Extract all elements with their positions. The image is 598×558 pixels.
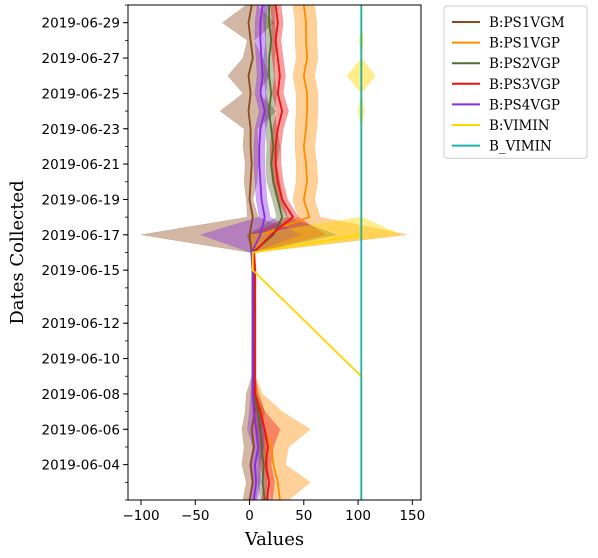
legend-entry: B:PS4VGP xyxy=(452,97,560,113)
line-b-ps3vgp xyxy=(252,4,295,501)
legend-entry: B:PS3VGP xyxy=(452,77,560,93)
y-tick-label: 2019-06-10 xyxy=(42,352,120,368)
legend-entry: B:VIMIN xyxy=(452,118,550,134)
line-b-ps2vgp xyxy=(251,5,284,501)
x-axis-ticks: −100 −50 0 50 100 150 xyxy=(122,500,425,524)
y-axis-title: Dates Collected xyxy=(7,180,28,324)
legend-label: B:PS3VGP xyxy=(489,77,560,93)
x-axis-title: Values xyxy=(244,529,304,550)
y-tick-label: 2019-06-15 xyxy=(42,263,120,279)
legend: B:PS1VGM B:PS1VGP B:PS2VGP B:PS3VGP B:PS4VGP… xyxy=(443,5,588,159)
y-tick-label: 2019-06-04 xyxy=(42,458,120,474)
x-tick-label: 100 xyxy=(345,508,371,524)
y-axis-ticks: 2019-06-04 2019-06-06 2019-06-08 2019-06-10… xyxy=(42,4,128,501)
legend-box xyxy=(443,5,588,159)
legend-label: B:VIMIN xyxy=(489,118,550,134)
x-tick-label: 150 xyxy=(399,508,425,524)
legend-label: B:PS4VGP xyxy=(489,97,560,113)
y-tick-label: 2019-06-21 xyxy=(42,157,120,173)
y-tick-label: 2019-06-06 xyxy=(42,422,120,438)
legend-label: B_VIMIN xyxy=(489,139,552,155)
y-tick-label: 2019-06-19 xyxy=(42,192,120,208)
legend-entry: B:PS1VGM xyxy=(452,15,565,31)
x-tick-label: 50 xyxy=(295,508,312,524)
x-tick-label: −100 xyxy=(122,508,159,524)
line-b-ps1vgm xyxy=(247,4,256,501)
y-tick-label: 2019-06-27 xyxy=(42,51,120,67)
line-b-ps4vgp xyxy=(250,4,266,501)
y-tick-label: 2019-06-25 xyxy=(42,86,120,102)
legend-entry: B:PS1VGP xyxy=(452,36,560,52)
legend-entry: B_VIMIN xyxy=(452,139,552,155)
series-lines xyxy=(247,4,363,501)
y-tick-label: 2019-06-08 xyxy=(42,387,120,403)
y-tick-label: 2019-06-29 xyxy=(42,16,120,32)
x-tick-label: 0 xyxy=(245,508,254,524)
confidence-bands xyxy=(140,4,407,501)
legend-label: B:PS1VGP xyxy=(489,36,560,52)
y-tick-label: 2019-06-17 xyxy=(42,228,120,244)
y-tick-label: 2019-06-12 xyxy=(42,316,120,332)
y-tick-label: 2019-06-23 xyxy=(42,122,120,138)
legend-label: B:PS1VGM xyxy=(489,15,565,31)
legend-entry: B:PS2VGP xyxy=(452,56,560,72)
x-tick-label: −50 xyxy=(181,508,210,524)
legend-label: B:PS2VGP xyxy=(489,56,560,72)
